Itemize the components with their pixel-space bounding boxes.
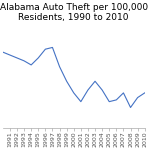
Title: Alabama Auto Theft per 100,000
Residents, 1990 to 2010: Alabama Auto Theft per 100,000 Residents… [0, 3, 148, 22]
